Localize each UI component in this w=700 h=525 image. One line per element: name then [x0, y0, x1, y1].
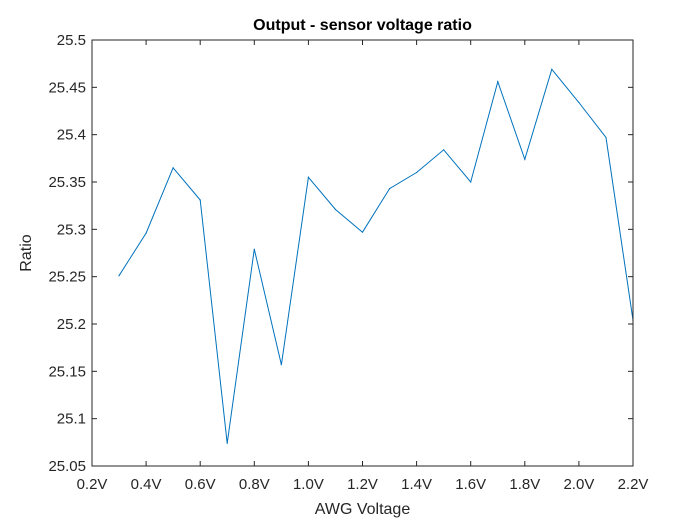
series-group — [118, 68, 634, 444]
data-point — [361, 231, 364, 233]
y-axis-title: Ratio — [18, 234, 35, 271]
x-tick-label: 1.8V — [509, 476, 540, 493]
x-tick-label: 0.8V — [239, 476, 270, 493]
data-point — [199, 199, 201, 201]
y-tick-label: 25.45 — [48, 79, 86, 96]
data-point — [172, 167, 174, 169]
data-point — [307, 176, 309, 178]
data-point — [443, 149, 445, 151]
y-tick-label: 25.3 — [57, 221, 86, 238]
y-tick-label: 25.15 — [48, 363, 86, 380]
x-tick-label: 0.6V — [185, 476, 216, 493]
data-point — [605, 136, 607, 139]
x-tick-label: 1.0V — [293, 476, 324, 493]
data-point — [524, 158, 526, 160]
y-tick-label: 25.05 — [48, 458, 86, 475]
data-point — [470, 181, 472, 183]
y-tick-label: 25.2 — [57, 316, 86, 333]
data-point — [280, 364, 282, 366]
data-point — [551, 68, 553, 70]
x-tick-label: 0.4V — [131, 476, 162, 493]
x-tick-label: 1.6V — [455, 476, 486, 493]
data-point — [253, 248, 255, 250]
x-tick-label: 0.2V — [77, 476, 108, 493]
y-tick-label: 25.1 — [57, 411, 86, 428]
x-tick-label: 1.4V — [401, 476, 432, 493]
data-point — [226, 442, 228, 444]
y-tick-label: 25.35 — [48, 174, 86, 191]
data-point — [416, 171, 418, 174]
x-tick-label: 2.2V — [618, 476, 649, 493]
x-tick-label: 1.2V — [347, 476, 378, 493]
tick-labels: 0.2V 0.4V 0.6V 0.8V 1.0V 1.2V 1.4V 1.6V 1.8V 2.0V… — [48, 32, 648, 493]
data-point — [118, 275, 120, 277]
data-point — [145, 232, 147, 234]
x-tick-label: 2.0V — [563, 476, 594, 493]
chart-title: Output - sensor voltage ratio — [253, 17, 472, 34]
x-axis-title: AWG Voltage — [315, 501, 411, 518]
data-point — [497, 81, 499, 83]
data-point — [334, 208, 337, 211]
series-line — [118, 68, 634, 444]
y-tick-label: 25.25 — [48, 269, 86, 286]
plot-area-border — [91, 39, 634, 467]
data-point — [578, 101, 580, 104]
y-tick-label: 25.5 — [57, 32, 86, 49]
plot-area-background — [92, 40, 633, 466]
y-tick-label: 25.4 — [57, 127, 86, 144]
data-point — [388, 188, 391, 190]
